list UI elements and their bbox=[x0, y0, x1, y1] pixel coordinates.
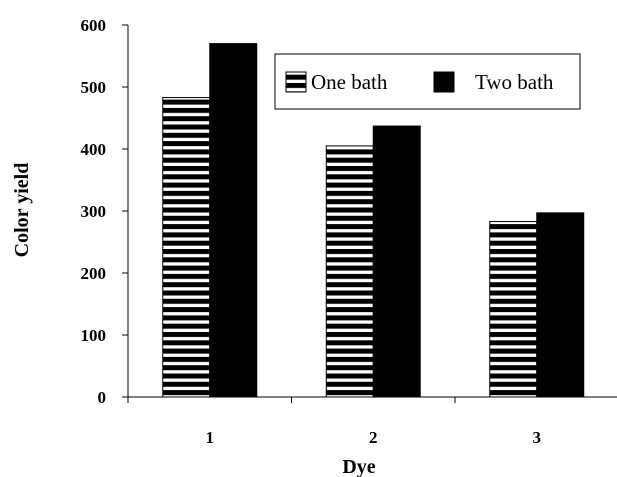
y-tick-label: 500 bbox=[81, 78, 107, 97]
legend-swatch-two-bath bbox=[433, 71, 455, 93]
bar-two-bath-3 bbox=[536, 212, 585, 398]
y-tick-labels: 0 100 200 300 400 500 600 bbox=[81, 16, 107, 407]
x-axis-title: Dye bbox=[342, 456, 375, 477]
bar-two-bath-1 bbox=[209, 43, 258, 398]
legend-label-two-bath: Two bath bbox=[475, 70, 554, 94]
legend-label-one-bath: One bath bbox=[311, 70, 388, 94]
legend-swatch-one-bath bbox=[285, 71, 307, 93]
y-tick-label: 300 bbox=[81, 202, 107, 221]
bar-two-bath-2 bbox=[372, 125, 421, 398]
x-tick-label: 1 bbox=[206, 428, 215, 447]
axes-layer bbox=[122, 24, 617, 403]
x-tick-label: 2 bbox=[369, 428, 378, 447]
y-tick-label: 0 bbox=[98, 388, 107, 407]
legend-box bbox=[274, 53, 581, 110]
x-tick-label: 3 bbox=[533, 428, 542, 447]
x-tick-labels: 1 2 3 bbox=[206, 428, 542, 447]
bars-layer bbox=[162, 43, 585, 398]
legend: One bath Two bath bbox=[274, 53, 581, 110]
y-tick-label: 400 bbox=[81, 140, 107, 159]
bar-one-bath-2 bbox=[325, 145, 374, 398]
bar-one-bath-3 bbox=[489, 221, 538, 398]
y-axis-title: Color yield bbox=[11, 163, 33, 258]
y-tick-label: 200 bbox=[81, 264, 107, 283]
bar-one-bath-1 bbox=[162, 97, 211, 398]
y-tick-label: 100 bbox=[81, 326, 107, 345]
y-tick-label: 600 bbox=[81, 16, 107, 35]
